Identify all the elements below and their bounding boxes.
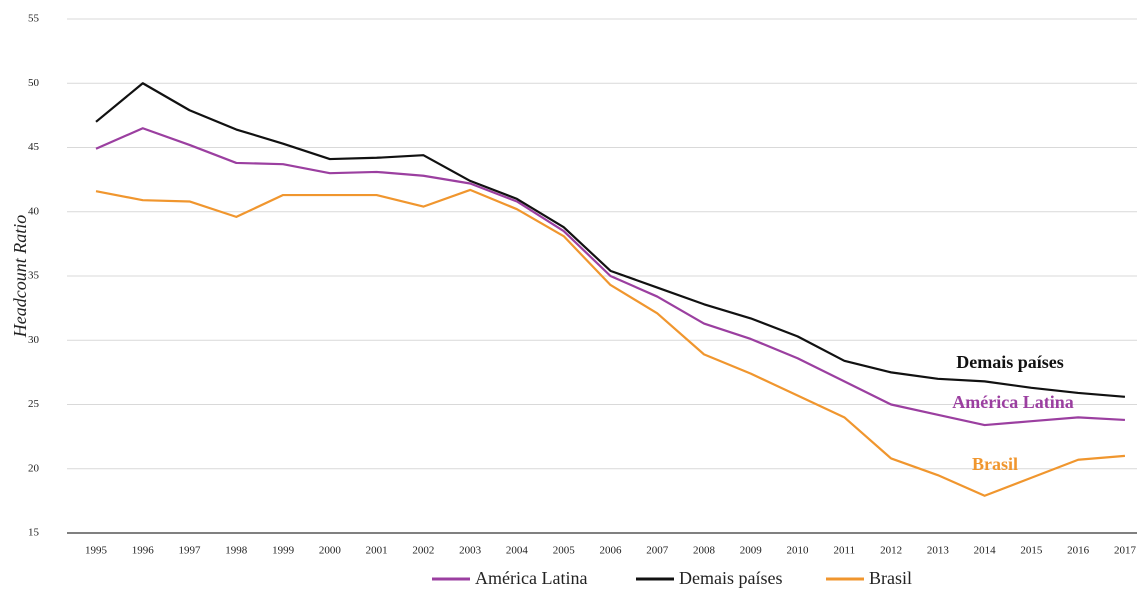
line-series: [95, 127, 1126, 427]
legend-label: Brasil: [869, 568, 912, 588]
y-tick-label: 25: [28, 398, 40, 410]
x-tick-label: 2016: [1067, 545, 1090, 557]
y-axis-label: Headcount Ratio: [10, 215, 30, 338]
series-annotation: Demais países: [956, 352, 1064, 372]
x-tick-label: 1998: [225, 545, 248, 557]
x-tick-label: 2010: [787, 545, 810, 557]
x-tick-label: 1997: [179, 545, 202, 557]
series-annotation: Brasil: [972, 454, 1018, 474]
x-tick-label: 2001: [366, 545, 388, 557]
x-tick-label: 2005: [553, 545, 576, 557]
y-tick-label: 50: [28, 77, 40, 89]
series-annotation: América Latina: [952, 392, 1073, 412]
x-tick-label: 2012: [880, 545, 902, 557]
y-tick-label: 30: [28, 334, 40, 346]
x-tick-label: 2008: [693, 545, 716, 557]
x-tick-label: 2009: [740, 545, 763, 557]
x-tick-label: 2017: [1114, 545, 1137, 557]
legend-label: Demais países: [679, 568, 782, 588]
x-tick-label: 2007: [646, 545, 669, 557]
x-tick-label: 2006: [599, 545, 622, 557]
x-tick-label: 2013: [927, 545, 950, 557]
y-tick-label: 20: [28, 462, 40, 474]
y-tick-label: 35: [28, 270, 40, 282]
x-tick-label: 2014: [974, 545, 997, 557]
y-tick-label: 45: [28, 141, 40, 153]
line-series: [95, 188, 1126, 497]
x-tick-label: 1996: [132, 545, 155, 557]
y-tick-label: 40: [28, 205, 40, 217]
line-series: [95, 82, 1126, 398]
x-tick-label: 2011: [834, 545, 856, 557]
y-tick-label: 15: [28, 527, 40, 539]
x-tick-label: 2004: [506, 545, 529, 557]
x-tick-label: 1995: [85, 545, 108, 557]
y-tick-label: 55: [28, 13, 40, 25]
legend-label: América Latina: [475, 568, 587, 588]
x-tick-label: 1999: [272, 545, 295, 557]
x-tick-label: 2000: [319, 545, 342, 557]
x-tick-label: 2003: [459, 545, 482, 557]
x-tick-label: 2015: [1020, 545, 1043, 557]
x-tick-label: 2002: [412, 545, 434, 557]
